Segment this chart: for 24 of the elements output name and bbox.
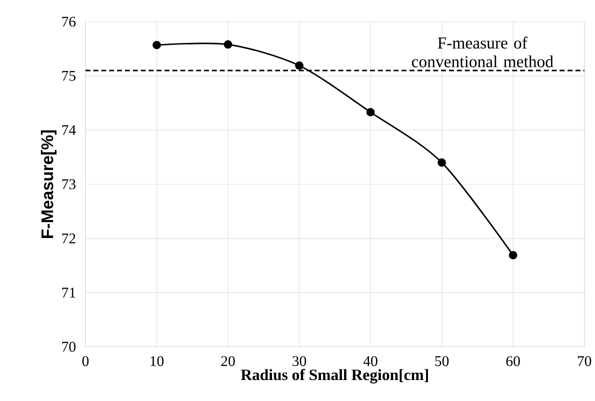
x-tick-label: 40 bbox=[363, 356, 378, 366]
y-tick-label: 72 bbox=[62, 233, 76, 244]
point bbox=[508, 250, 518, 260]
y-tick-label: 76 bbox=[62, 16, 76, 27]
y-tick-label: 73 bbox=[62, 179, 76, 190]
y-tick-label: 75 bbox=[62, 70, 76, 81]
y-tick-label: 74 bbox=[62, 125, 76, 135]
x-tick-label: 30 bbox=[292, 356, 306, 366]
x-tick-label: 60 bbox=[506, 356, 520, 366]
point bbox=[224, 40, 232, 49]
point bbox=[438, 158, 446, 167]
y-tick-label: 71 bbox=[62, 288, 76, 298]
point bbox=[152, 40, 161, 50]
point bbox=[295, 61, 304, 70]
x-tick-label: 50 bbox=[435, 356, 449, 366]
x-tick-label: 0 bbox=[82, 356, 89, 366]
point bbox=[366, 108, 375, 116]
y-axis-title: F-Measure[%] bbox=[40, 130, 57, 238]
x-tick-label: 10 bbox=[150, 356, 164, 366]
x-tick-label: 70 bbox=[578, 356, 592, 366]
y-tick-label: 70 bbox=[62, 342, 76, 352]
x-tick-label: 20 bbox=[221, 356, 235, 366]
ref-line-label: F-measure of conventional method bbox=[412, 36, 554, 68]
x-axis-title: Radius of Small Region[cm] bbox=[240, 368, 428, 384]
